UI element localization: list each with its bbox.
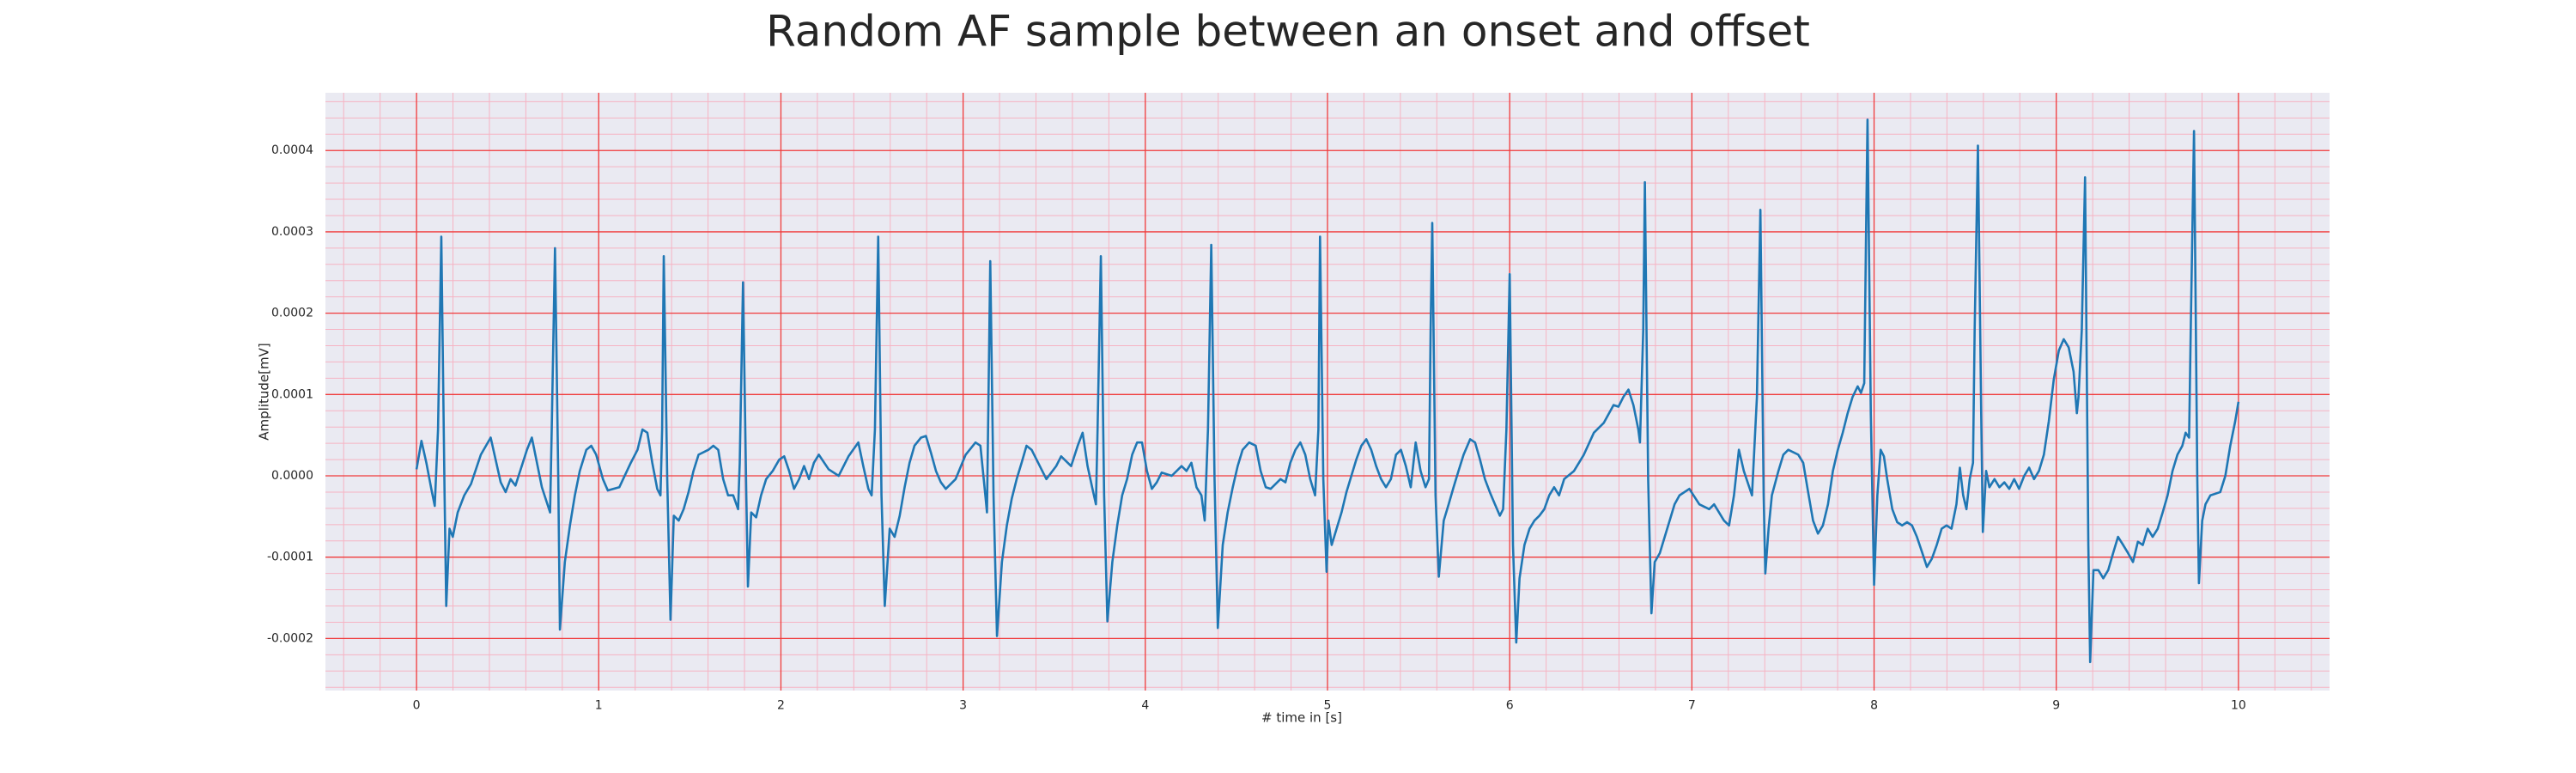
- x-tick-label: 3: [959, 699, 967, 713]
- x-tick-label: 8: [1870, 699, 1878, 713]
- y-tick-label: 0.0000: [271, 469, 313, 483]
- x-tick-label: 5: [1324, 699, 1332, 713]
- x-tick-label: 1: [595, 699, 603, 713]
- signal-line: [415, 118, 2240, 664]
- y-tick-label: -0.0002: [267, 631, 313, 645]
- y-tick-label: -0.0001: [267, 551, 313, 564]
- x-axis-label: # time in [s]: [1261, 710, 1342, 726]
- x-tick-label: 7: [1688, 699, 1696, 713]
- x-tick-label: 4: [1141, 699, 1149, 713]
- y-tick-label: 0.0002: [271, 307, 313, 320]
- y-axis-label: Amplitude[mV]: [257, 343, 272, 440]
- y-tick-label: 0.0003: [271, 225, 313, 239]
- x-tick-label: 0: [413, 699, 421, 713]
- x-tick-label: 6: [1506, 699, 1514, 713]
- y-tick-label: 0.0004: [271, 143, 313, 157]
- y-tick-label: 0.0001: [271, 387, 313, 401]
- x-tick-label: 2: [777, 699, 785, 713]
- x-tick-label: 10: [2231, 699, 2246, 713]
- x-tick-label: 9: [2052, 699, 2060, 713]
- chart-title: Random AF sample between an onset and of…: [766, 7, 1810, 57]
